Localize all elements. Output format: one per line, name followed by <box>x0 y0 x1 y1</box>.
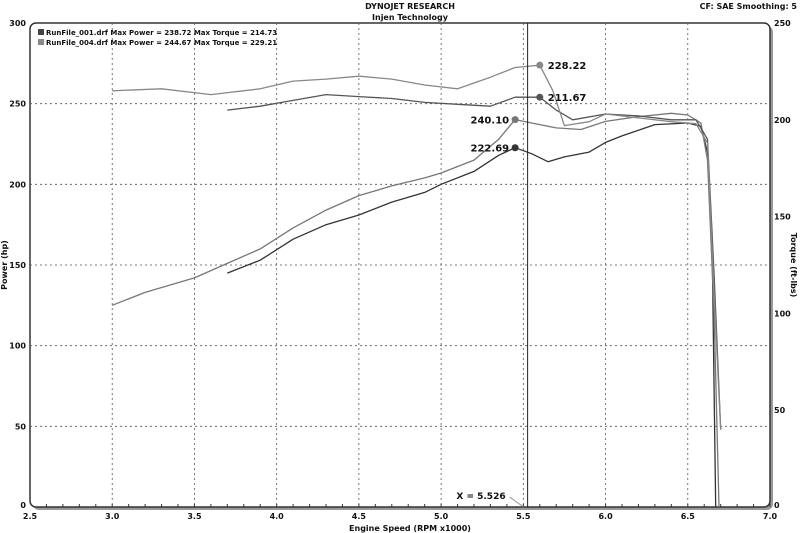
data-point-marker <box>536 93 544 101</box>
legend-entry: RunFile_004.drf Max Power = 244.67 Max T… <box>46 39 277 47</box>
data-point-label: 240.10 <box>471 116 510 127</box>
y2-tick-label: 250 <box>774 19 791 28</box>
chart-subtitle: Injen Technology <box>372 13 449 22</box>
y2-tick-label: 0 <box>774 501 780 510</box>
cursor-label: X = 5.526 <box>456 492 505 502</box>
series-004-torque-line <box>112 64 722 430</box>
y-tick-label: 50 <box>15 422 27 431</box>
chart-title: DYNOJET RESEARCH <box>365 2 455 11</box>
x-tick-label: 7.0 <box>763 512 778 521</box>
y2-tick-label: 50 <box>774 406 786 415</box>
settings-text: CF: SAE Smoothing: 5 <box>700 2 798 11</box>
y-tick-label: 0 <box>20 501 26 510</box>
x-tick-label: 2.5 <box>23 512 38 521</box>
legend-swatch <box>38 39 44 45</box>
y-axis-label: Power (hp) <box>0 240 9 290</box>
x-axis-label: Engine Speed (RPM x1000) <box>349 524 471 533</box>
series-004-power-line <box>111 112 720 508</box>
y-tick-label: 150 <box>9 261 26 270</box>
x-tick-label: 3.5 <box>187 512 202 521</box>
legend-entry: RunFile_001.drf Max Power = 238.72 Max T… <box>46 29 277 37</box>
data-point-label: 228.22 <box>548 61 587 72</box>
data-point-label: 222.69 <box>471 144 510 155</box>
y-tick-label: 100 <box>9 342 26 351</box>
y2-tick-label: 150 <box>774 213 791 222</box>
x-tick-label: 4.5 <box>352 512 367 521</box>
x-tick-label: 6.5 <box>681 512 696 521</box>
x-tick-label: 4.0 <box>270 512 285 521</box>
x-tick-label: 3.0 <box>105 512 120 521</box>
x-tick-label: 5.5 <box>516 512 531 521</box>
y2-tick-label: 200 <box>774 116 791 125</box>
y-tick-label: 250 <box>9 100 26 109</box>
y-tick-label: 200 <box>9 180 26 189</box>
x-tick-label: 6.0 <box>598 512 613 521</box>
x-tick-label: 5.0 <box>434 512 449 521</box>
cursor-pointer <box>509 496 524 508</box>
legend-swatch <box>38 29 44 35</box>
y2-axis-label: Torque (ft-lbs) <box>789 233 798 298</box>
data-point-label: 211.67 <box>548 93 587 104</box>
y2-tick-label: 100 <box>774 309 791 318</box>
data-point-marker <box>511 116 519 124</box>
data-point-marker <box>536 61 544 69</box>
data-point-marker <box>511 144 519 152</box>
y-tick-label: 300 <box>9 19 26 28</box>
series-001-power-line <box>227 122 717 508</box>
